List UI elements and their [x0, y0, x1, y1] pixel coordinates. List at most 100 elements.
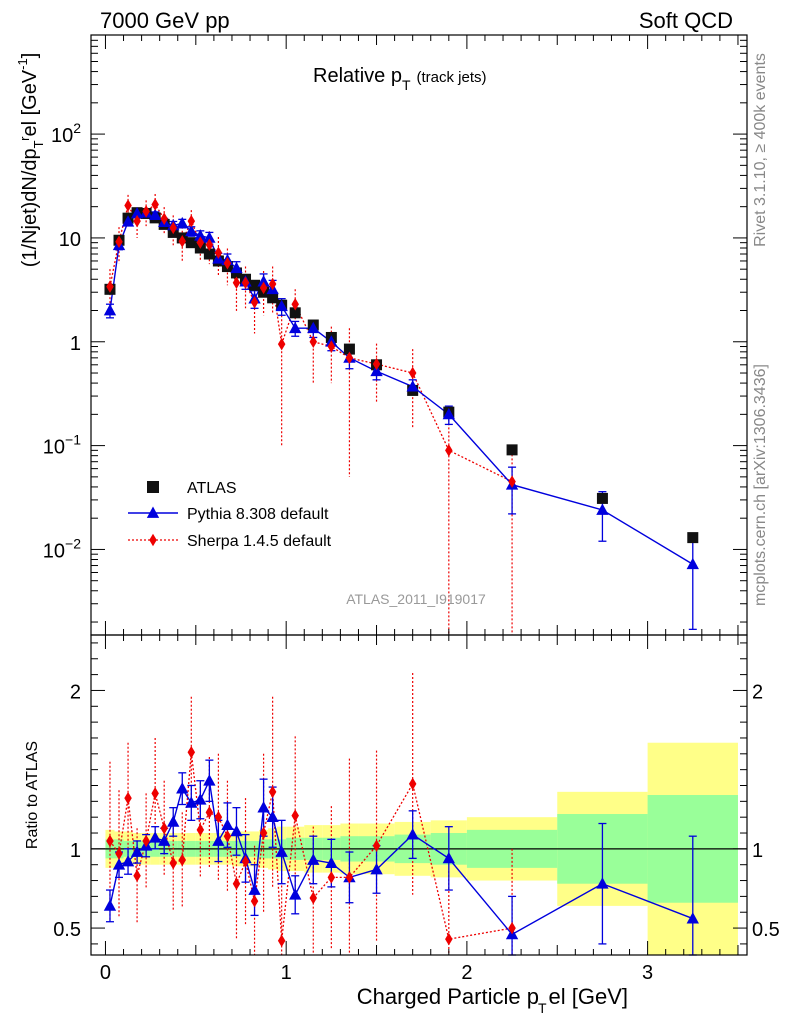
- main-title-note: (track jets): [417, 69, 487, 86]
- ratio-sherpa-point: [277, 934, 286, 947]
- ratio-sherpa-point: [259, 826, 268, 840]
- ratio-sherpa-point: [178, 853, 187, 867]
- sherpa-point: [178, 234, 187, 248]
- header-right: Soft QCD: [639, 8, 733, 33]
- ratio-pythia-point: [212, 834, 225, 846]
- ratio-sherpa-point: [327, 871, 336, 884]
- sherpa-point: [345, 351, 354, 365]
- pythia-point: [275, 299, 288, 312]
- ratio-pythia-point: [185, 796, 198, 808]
- main-ylabel-r: r: [17, 136, 32, 141]
- x-tick-label: 3: [642, 962, 653, 984]
- xlabel: Charged Particle pTel [GeV]: [357, 984, 628, 1016]
- pythia-point: [686, 557, 699, 570]
- ratio-sherpa-point: [241, 855, 250, 868]
- rivet-label: Rivet 3.1.10, ≥ 400k events: [752, 53, 769, 247]
- main-ylabel-tail: el [GeV: [19, 69, 41, 136]
- sherpa-point: [133, 214, 141, 228]
- ratio-pythia-point: [194, 793, 207, 805]
- sherpa-point: [327, 340, 336, 353]
- atlas-point: [267, 292, 279, 304]
- atlas-point: [203, 248, 215, 260]
- ratio-sherpa-point: [133, 869, 141, 883]
- pythia-point: [203, 231, 216, 243]
- legend-sherpa-label: Sherpa 1.4.5 default: [187, 533, 332, 550]
- main-ylabel-sub: T: [31, 140, 46, 148]
- sherpa-point: [169, 221, 177, 235]
- sherpa-point: [223, 257, 232, 270]
- pythia-point: [185, 224, 198, 237]
- ratio-sherpa-point: [232, 877, 241, 890]
- ratio-pythia-point: [442, 851, 455, 864]
- ratio-sherpa-point: [115, 847, 123, 860]
- x-tick-label: 0: [100, 962, 111, 984]
- ratio-y-tick-label-left: 1: [70, 840, 81, 862]
- pythia-point: [230, 261, 243, 274]
- legend-sherpa-marker: [149, 533, 157, 547]
- sherpa-point: [291, 297, 299, 311]
- legend-atlas-marker: [147, 481, 159, 493]
- sherpa-point: [106, 280, 114, 293]
- ratio-pythia-point: [130, 845, 144, 857]
- pythia-point: [257, 275, 270, 287]
- ratio-sherpa-point: [124, 791, 132, 805]
- sherpa-point: [277, 337, 286, 351]
- ratio-pythia-point: [148, 831, 162, 843]
- pythia-point: [194, 229, 207, 241]
- ratio-pythia-point: [203, 774, 216, 786]
- ratio-sherpa-line: [109, 752, 513, 941]
- atlas-point: [289, 307, 301, 319]
- pythia-point: [307, 321, 320, 334]
- legend: ATLAS Pythia 8.308 default Sherpa 1.4.5 de…: [128, 480, 332, 550]
- ratio-y-tick-label-right: 1: [752, 840, 763, 862]
- ratio-pythia-point: [230, 824, 243, 837]
- ratio-sherpa-point: [268, 785, 277, 799]
- sherpa-point: [160, 212, 168, 225]
- sherpa-point: [408, 366, 417, 380]
- sherpa-point: [508, 475, 516, 488]
- main-title-sub: T: [402, 77, 411, 93]
- pythia-point: [103, 304, 117, 316]
- main-ylabel-exp: -1: [15, 58, 30, 70]
- ratio-pythia-point: [307, 853, 320, 865]
- ratio-sherpa-point: [445, 932, 453, 946]
- sherpa-point: [214, 246, 223, 259]
- ratio-pythia-point: [275, 845, 288, 857]
- ratio-sherpa-point: [408, 777, 417, 791]
- ratio-sherpa-point: [196, 823, 205, 837]
- ratio-pythia-point: [406, 828, 419, 840]
- sherpa-point: [196, 236, 205, 249]
- ratio-pythia-point: [103, 899, 117, 911]
- sherpa-point: [445, 444, 453, 457]
- ratio-sherpa-point: [106, 834, 114, 848]
- y-tick-label: 10−2: [43, 535, 81, 562]
- atlas-point: [185, 237, 197, 249]
- atlas-point: [687, 532, 699, 544]
- main-ylabel: (1/Njet)dN/dpTrel [GeV-1]: [15, 53, 46, 268]
- sherpa-point: [241, 276, 250, 290]
- ratio-ylabel: Ratio to ATLAS: [24, 741, 41, 849]
- x-tick-label: 1: [281, 962, 292, 984]
- ratio-panel: 0.5 0.5 1 1 2 2 0 1 2 3 Ratio to ATLAS Charged Pa…: [24, 634, 780, 1016]
- pythia-point: [406, 380, 419, 392]
- sherpa-point: [151, 198, 159, 211]
- xlabel-sub: T: [538, 1000, 547, 1016]
- sherpa-point: [115, 235, 123, 248]
- sherpa-point: [232, 276, 241, 290]
- ratio-sherpa-point: [205, 806, 214, 819]
- ratio-pythia-point: [248, 883, 261, 895]
- ratio-pythia-point: [121, 855, 135, 867]
- pythia-point: [370, 364, 383, 377]
- ratio-frame: [90, 634, 748, 956]
- ratio-pythia-point: [158, 834, 171, 846]
- x-tick-label: 2: [461, 962, 472, 984]
- ratio-y-tick-label-left: 2: [70, 681, 81, 703]
- pythia-point: [148, 208, 162, 220]
- ratio-sherpa-point: [372, 839, 381, 852]
- sherpa-point: [372, 357, 381, 371]
- main-ylabel-close: ]: [19, 53, 41, 59]
- ratio-pythia-point: [266, 810, 279, 823]
- pythia-point: [596, 503, 609, 515]
- ratio-pythia-point: [221, 818, 234, 830]
